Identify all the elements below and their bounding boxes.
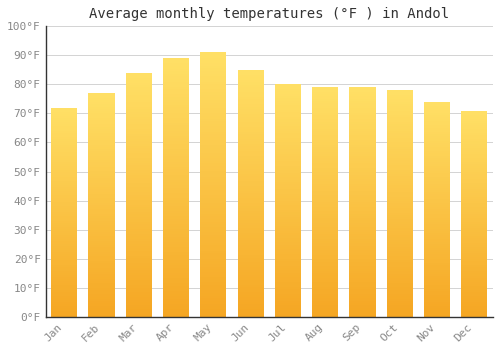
Title: Average monthly temperatures (°F ) in Andol: Average monthly temperatures (°F ) in An… xyxy=(89,7,450,21)
